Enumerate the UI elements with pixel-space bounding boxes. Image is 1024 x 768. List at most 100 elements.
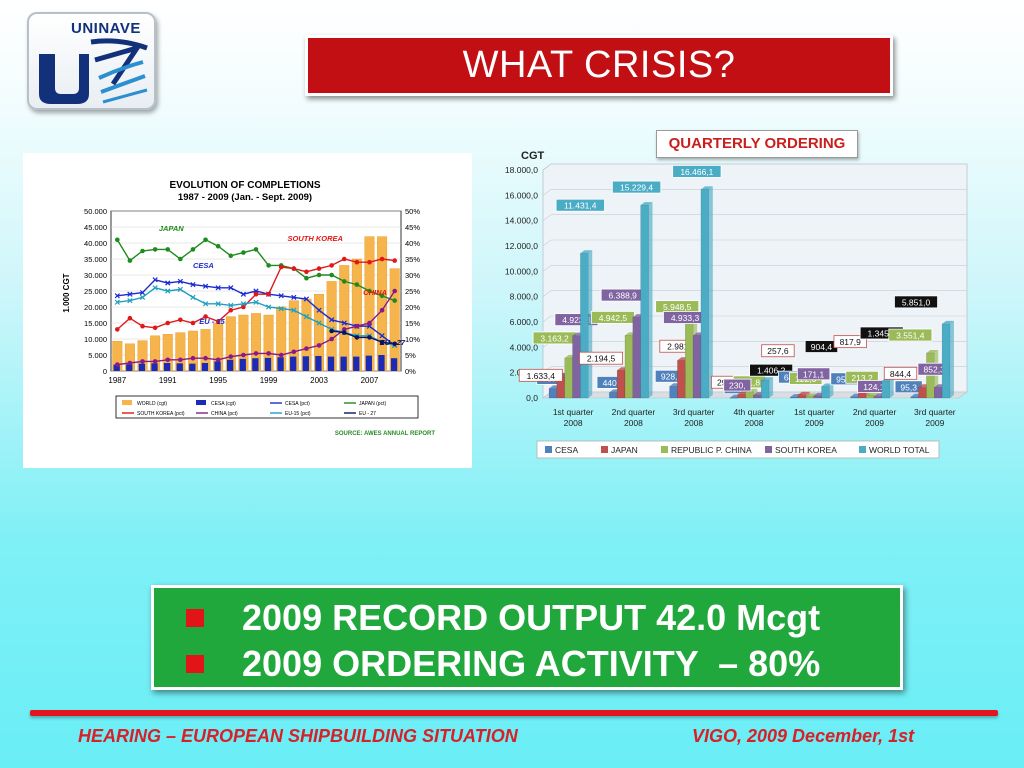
completions-ytick-left: 5.000 [88, 351, 107, 360]
eu-15-pct-point [278, 305, 284, 312]
completions-legend-label: WORLD (cgt) [137, 401, 167, 407]
south-korea-pct-point [329, 263, 334, 268]
quarterly-gridline-depth [542, 265, 552, 272]
world-cgt-bar [351, 258, 362, 372]
south-korea-pct-point [115, 327, 120, 332]
quarterly-data-label: 5.948,5 [663, 302, 692, 312]
japan-pct-point [140, 248, 145, 254]
completions-legend-label: CHINA (pct) [211, 411, 238, 417]
completions-ytick-left: 30.000 [84, 271, 107, 280]
eu-15-pct-point [139, 294, 146, 301]
completions-ytick-left: 35.000 [84, 255, 107, 264]
cesa-pct-point [303, 296, 310, 302]
highlights-box: 2009 RECORD OUTPUT 42.0 Mcgt 2009 ORDERI… [151, 585, 903, 690]
cesa-cgt-bar [353, 356, 360, 371]
quarterly-data-label: 95,3 [900, 382, 917, 392]
quarterly-legend-label: WORLD TOTAL [869, 445, 930, 455]
eu-15-pct-point [190, 294, 196, 301]
quarterly-bar [685, 322, 694, 399]
completions-ytick-left: 0 [103, 367, 107, 376]
quarterly-bar-side [708, 186, 713, 398]
quarterly-ytick: 0,0 [526, 393, 538, 403]
eu-15-pct-point [202, 301, 209, 307]
quarterly-bar-top [580, 250, 593, 254]
completions-legend-swatch [196, 400, 206, 405]
japan-pct-point [367, 288, 372, 294]
japan-pct-point [341, 279, 347, 284]
eu-15-pct-point [316, 320, 322, 326]
quarterly-xtick-year: 2009 [865, 418, 884, 428]
quarterly-data-label: 4.942,5 [599, 313, 628, 323]
quarterly-data-label: 3.551,4 [896, 331, 925, 341]
quarterly-bar [789, 396, 799, 399]
cesa-cgt-bar [126, 364, 133, 371]
quarterly-data-label: 15.229,4 [620, 183, 653, 193]
quarterly-data-label-box [888, 328, 933, 342]
south-korea-pct-point [253, 291, 259, 297]
quarterly-data-label: 440,7 [603, 378, 625, 388]
quarterly-data-label: 1.406,2 [757, 366, 786, 376]
uninave-logo: UNINAVE [27, 12, 156, 110]
quarterly-bar-side [648, 202, 653, 398]
china-pct-point [140, 359, 145, 364]
quarterly-data-label: 1.345,2 [868, 328, 897, 338]
cesa-cgt-bar [390, 358, 398, 371]
quarterly-bar [821, 386, 830, 399]
quarterly-xtick-year: 2009 [925, 418, 944, 428]
highlight-item: 2009 ORDERING ACTIVITY – 80% [186, 642, 820, 686]
cesa-cgt-bar [302, 356, 309, 371]
china-pct-point [115, 362, 120, 367]
cesa-cgt-bar [365, 355, 372, 371]
completions-series-label: SOUTH KOREA [288, 234, 343, 243]
quarterly-data-label-box [555, 198, 605, 212]
completions-ytick-right: 40% [405, 239, 420, 248]
japan-pct-point [379, 293, 385, 299]
south-korea-pct-point [392, 258, 397, 263]
completions-xtick: 1987 [108, 376, 126, 385]
china-pct-point [367, 320, 372, 326]
quarterly-xtick-year: 2008 [564, 418, 583, 428]
quarterly-xtick-year: 2008 [684, 418, 703, 428]
quarterly-data-label: 171,1 [803, 369, 825, 379]
south-korea-pct-point [203, 314, 208, 319]
quarterly-data-label: 6.388,9 [609, 291, 638, 301]
south-korea-pct-point [127, 315, 133, 321]
china-pct-point [215, 357, 221, 363]
completions-ytick-right: 0% [405, 367, 416, 376]
china-pct-point [278, 352, 284, 358]
quarterly-ytick: 16.000,0 [505, 190, 538, 200]
quarterly-gridline-depth [542, 315, 552, 323]
quarterly-data-label: 844,4 [890, 369, 912, 379]
cesa-cgt-bar [277, 357, 284, 371]
quarterly-ordering-chart: CGT 18.000,0 16.000,0 14.000,0 12.000,0 10.0… [495, 128, 975, 468]
quarterly-bar-top [700, 186, 713, 190]
completions-xtick: 1999 [260, 376, 278, 385]
south-korea-pct-point [341, 256, 347, 262]
quarterly-bar [564, 357, 573, 399]
quarterly-bar [745, 391, 754, 399]
quarterly-data-label: 213,2 [851, 373, 873, 383]
china-pct-point [152, 359, 158, 364]
cesa-pct-point [228, 285, 234, 291]
quarterly-bar-side [588, 250, 593, 398]
completions-ytick-right: 15% [405, 319, 420, 328]
completions-legend-label: JAPAN (pct) [359, 401, 386, 407]
china-pct-point [354, 323, 360, 329]
quarterly-bar-top [805, 393, 818, 397]
quarterly-bar-side [829, 383, 834, 398]
japan-pct-point [203, 237, 208, 243]
quarterly-bar-top [926, 350, 939, 354]
logo-text: UNINAVE [71, 20, 141, 37]
quarterly-legend-swatch [601, 446, 608, 453]
quarterly-legend-swatch [765, 446, 772, 453]
cesa-cgt-bar [189, 363, 196, 371]
quarterly-xtick-year: 2009 [805, 418, 824, 428]
footer-right: VIGO, 2009 December, 1st [692, 726, 915, 746]
south-korea-pct-point [228, 307, 234, 313]
japan-pct-point [152, 247, 158, 252]
south-korea-pct-point [367, 259, 372, 265]
quarterly-bar-top [640, 202, 653, 206]
eu-15-pct-point [152, 285, 158, 291]
red-square-bullet-icon [186, 655, 204, 673]
japan-pct-point [115, 237, 120, 243]
